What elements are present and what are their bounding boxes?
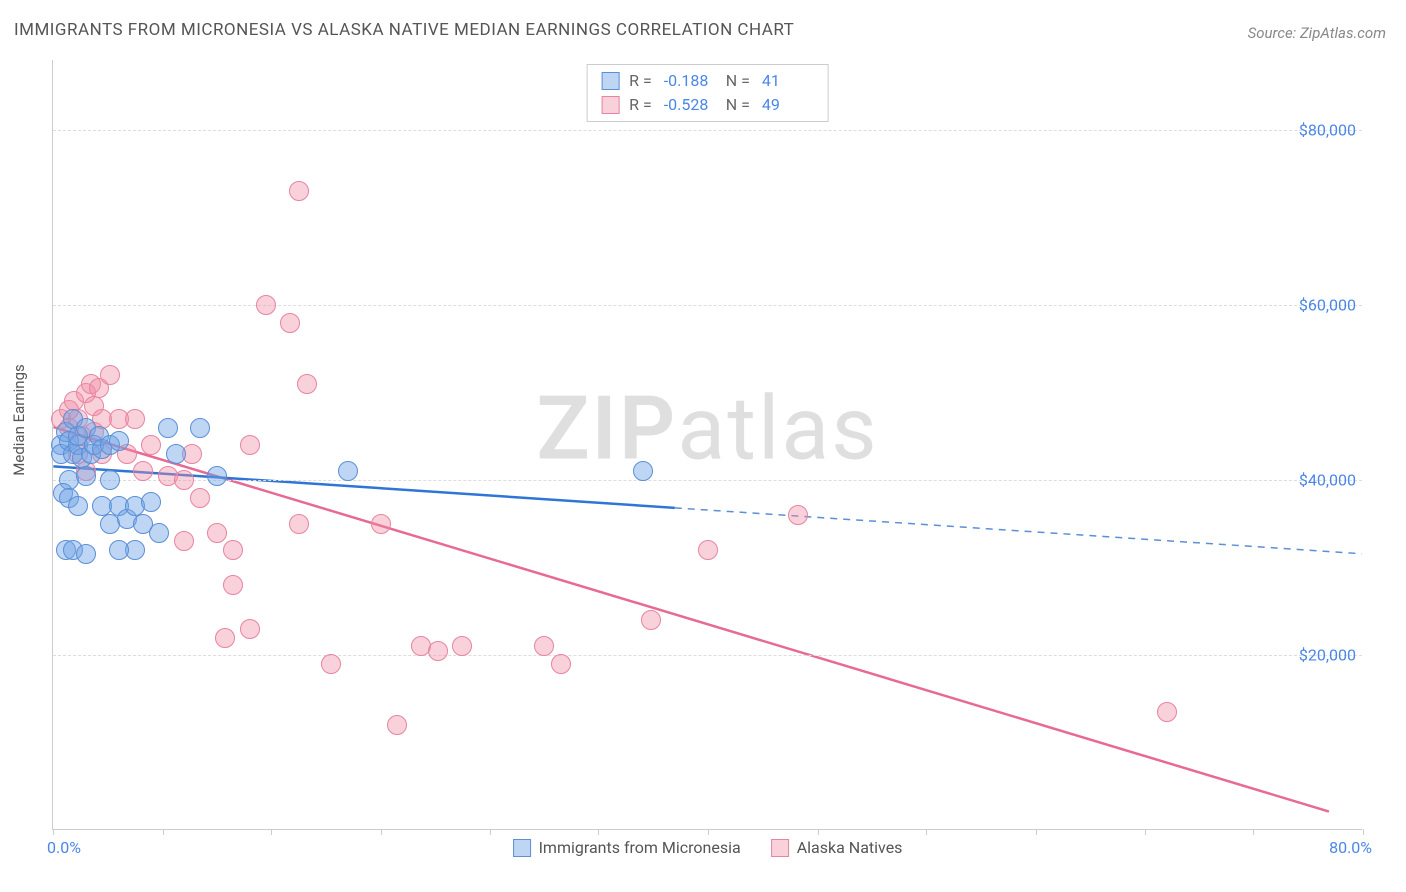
swatch-alaska (601, 96, 619, 114)
stats-row-alaska: R = -0.528 N = 49 (601, 93, 814, 117)
data-point-micronesia (68, 496, 88, 516)
data-point-alaska (371, 514, 391, 534)
data-point-alaska (223, 540, 243, 560)
r-value-alaska: -0.528 (664, 93, 716, 117)
x-tick (1145, 829, 1146, 835)
data-point-alaska (641, 610, 661, 630)
gridline-h (53, 130, 1362, 131)
data-point-alaska (428, 641, 448, 661)
x-tick (926, 829, 927, 835)
data-point-alaska (190, 488, 210, 508)
legend: Immigrants from Micronesia Alaska Native… (513, 838, 903, 857)
data-point-alaska (256, 295, 276, 315)
data-point-micronesia (158, 418, 178, 438)
n-value-micronesia: 41 (762, 69, 814, 93)
legend-item-alaska: Alaska Natives (771, 838, 903, 857)
data-point-micronesia (338, 461, 358, 481)
data-point-alaska (125, 409, 145, 429)
data-point-micronesia (76, 466, 96, 486)
x-tick (818, 829, 819, 835)
x-axis-min-label: 0.0% (47, 838, 81, 857)
data-point-alaska (788, 505, 808, 525)
legend-swatch-alaska (771, 839, 789, 857)
swatch-micronesia (601, 72, 619, 90)
r-value-micronesia: -0.188 (664, 69, 716, 93)
data-point-alaska (207, 523, 227, 543)
x-tick (490, 829, 491, 835)
y-tick-label: $80,000 (1299, 121, 1364, 140)
data-point-micronesia (149, 523, 169, 543)
x-tick (163, 829, 164, 835)
data-point-alaska (289, 181, 309, 201)
x-tick (708, 829, 709, 835)
data-point-micronesia (141, 492, 161, 512)
correlation-stats-box: R = -0.188 N = 41 R = -0.528 N = 49 (586, 64, 829, 122)
x-tick (1363, 829, 1364, 835)
data-point-alaska (452, 636, 472, 656)
x-tick (271, 829, 272, 835)
legend-label-micronesia: Immigrants from Micronesia (539, 838, 741, 857)
data-point-alaska (174, 531, 194, 551)
data-point-alaska (289, 514, 309, 534)
chart-title: IMMIGRANTS FROM MICRONESIA VS ALASKA NAT… (14, 20, 794, 40)
gridline-h (53, 305, 1362, 306)
data-point-alaska (297, 374, 317, 394)
plot-area: ZIPatlas R = -0.188 N = 41 R = -0.528 N … (52, 60, 1362, 830)
y-tick-label: $40,000 (1299, 471, 1364, 490)
data-point-alaska (387, 715, 407, 735)
data-point-alaska (174, 470, 194, 490)
x-tick (53, 829, 54, 835)
data-point-micronesia (109, 540, 129, 560)
data-point-micronesia (109, 431, 129, 451)
r-label: R = (629, 69, 652, 93)
data-point-micronesia (100, 470, 120, 490)
source-attribution: Source: ZipAtlas.com (1248, 24, 1386, 42)
data-point-micronesia (190, 418, 210, 438)
gridline-h (53, 655, 1362, 656)
legend-swatch-micronesia (513, 839, 531, 857)
data-point-micronesia (207, 466, 227, 486)
x-tick (598, 829, 599, 835)
legend-item-micronesia: Immigrants from Micronesia (513, 838, 741, 857)
y-axis-label: Median Earnings (10, 364, 28, 475)
data-point-alaska (698, 540, 718, 560)
gridline-h (53, 480, 1362, 481)
data-point-alaska (240, 435, 260, 455)
n-label: N = (726, 69, 750, 93)
data-point-alaska (100, 365, 120, 385)
data-point-alaska (551, 654, 571, 674)
x-axis-max-label: 80.0% (1329, 838, 1372, 857)
n-label: N = (726, 93, 750, 117)
data-point-micronesia (166, 444, 186, 464)
data-point-alaska (534, 636, 554, 656)
data-point-alaska (280, 313, 300, 333)
data-point-alaska (215, 628, 235, 648)
data-point-micronesia (633, 461, 653, 481)
data-point-alaska (223, 575, 243, 595)
x-tick (1036, 829, 1037, 835)
stats-row-micronesia: R = -0.188 N = 41 (601, 69, 814, 93)
r-label: R = (629, 93, 652, 117)
legend-label-alaska: Alaska Natives (797, 838, 903, 857)
n-value-alaska: 49 (762, 93, 814, 117)
data-point-alaska (321, 654, 341, 674)
data-point-alaska (240, 619, 260, 639)
data-point-micronesia (76, 544, 96, 564)
x-tick (381, 829, 382, 835)
data-point-alaska (1157, 702, 1177, 722)
data-point-alaska (141, 435, 161, 455)
y-tick-label: $20,000 (1299, 646, 1364, 665)
data-point-alaska (133, 461, 153, 481)
x-tick (1253, 829, 1254, 835)
y-tick-label: $60,000 (1299, 296, 1364, 315)
